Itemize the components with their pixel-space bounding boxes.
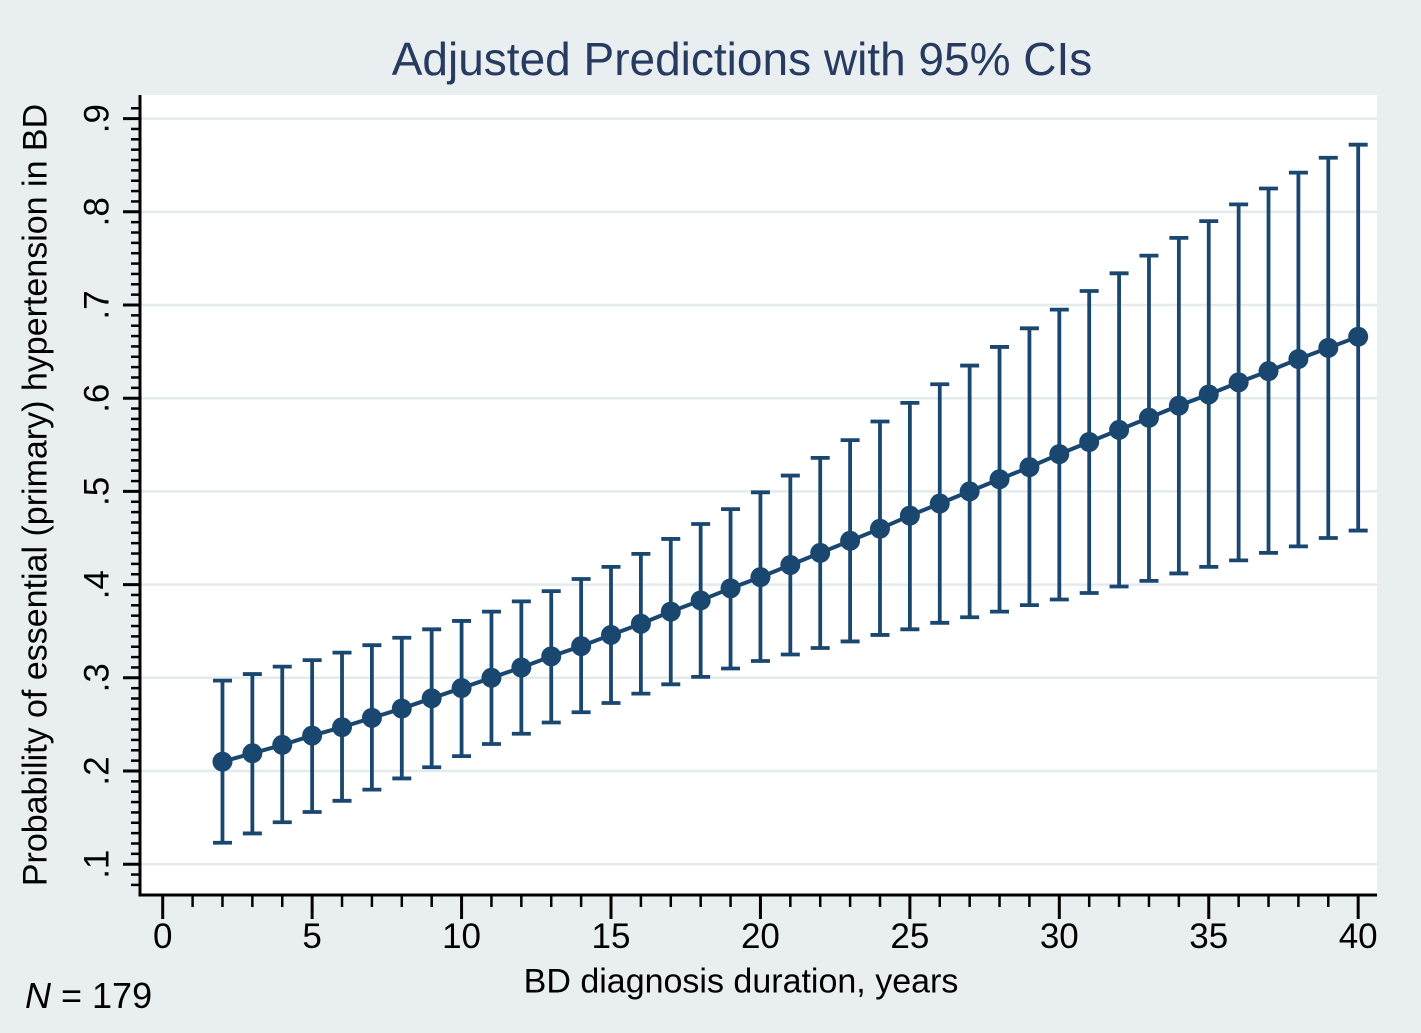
prediction-point [1318,337,1339,358]
plot-area [140,95,1377,895]
prediction-point [511,657,532,678]
prediction-point [720,578,741,599]
y-tick-label: .6 [78,384,117,413]
prediction-point [1019,457,1040,478]
prediction-point [810,542,831,563]
prediction-point [899,505,920,526]
prediction-point [869,518,890,539]
x-tick-label: 25 [890,917,929,956]
prediction-point [541,646,562,667]
y-tick-label: .4 [78,570,117,599]
x-tick-label: 35 [1189,917,1228,956]
prediction-point [929,493,950,514]
prediction-point [750,567,771,588]
chart-title: Adjusted Predictions with 95% CIs [391,33,1093,85]
prediction-point [1228,372,1249,393]
x-tick-label: 40 [1339,917,1378,956]
prediction-point [840,530,861,551]
prediction-point [630,613,651,634]
y-tick-label: .1 [78,850,117,879]
prediction-point [1079,432,1100,453]
prediction-point [361,707,382,728]
x-tick-label: 15 [592,917,631,956]
prediction-point [989,469,1010,490]
prediction-point [1138,407,1159,428]
prediction-point [601,624,622,645]
prediction-point [959,481,980,502]
y-tick-label: .7 [78,290,117,319]
y-tick-label: .3 [78,663,117,692]
n-value: = 179 [51,975,153,1016]
prediction-point [1198,384,1219,405]
x-tick-label: 30 [1040,917,1079,956]
prediction-point [690,590,711,611]
y-tick-label: .2 [78,756,117,785]
prediction-point [212,751,233,772]
prediction-point [272,734,293,755]
prediction-point [421,688,442,709]
y-tick-label: .5 [78,477,117,506]
y-tick-label: .8 [78,197,117,226]
prediction-point [1168,395,1189,416]
prediction-point [391,698,412,719]
sample-size-note: N = 179 [25,975,152,1017]
y-axis-title: Probability of essential (primary) hyper… [16,103,55,887]
prediction-point [780,555,801,576]
prediction-point [1109,419,1130,440]
prediction-point [481,667,502,688]
x-tick-label: 10 [442,917,481,956]
prediction-point [1288,349,1309,370]
x-tick-label: 20 [741,917,780,956]
n-symbol: N [25,975,51,1016]
prediction-point [332,717,353,738]
x-tick-label: 5 [302,917,321,956]
y-tick-label: .9 [78,104,117,133]
prediction-point [1258,361,1279,382]
prediction-point [571,636,592,657]
prediction-point [451,678,472,699]
prediction-point [242,743,263,764]
x-axis-title: BD diagnosis duration, years [523,962,959,1001]
prediction-point [1049,444,1070,465]
prediction-point [660,601,681,622]
x-tick-label: 0 [153,917,172,956]
prediction-point [1348,326,1369,347]
prediction-point [302,725,323,746]
